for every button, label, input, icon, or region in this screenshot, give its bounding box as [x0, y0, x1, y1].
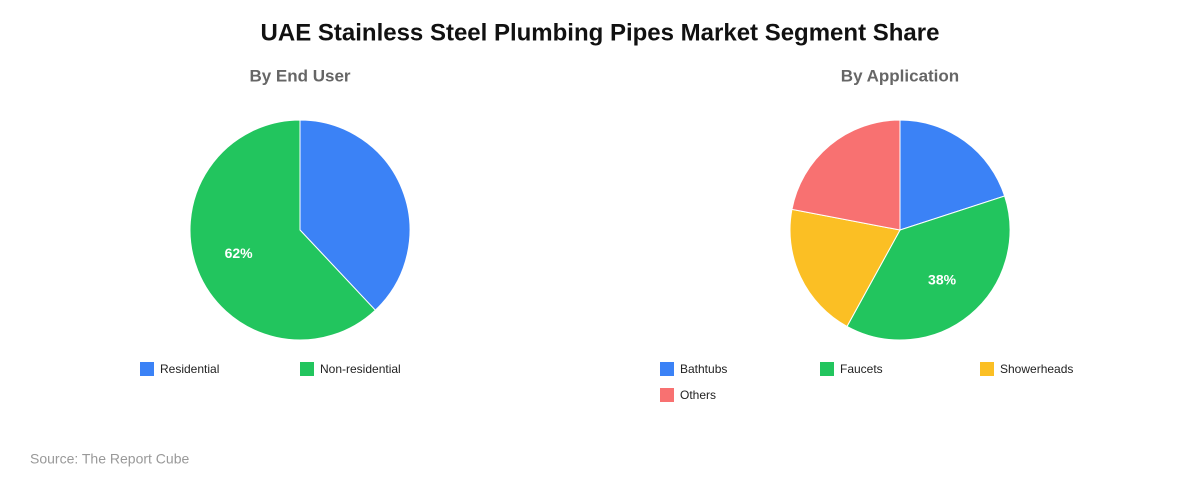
legend-label: Others — [680, 388, 716, 402]
legend-label: Residential — [160, 362, 219, 376]
legend-label: Bathtubs — [680, 362, 727, 376]
legend-label: Faucets — [840, 362, 883, 376]
legend-swatch — [140, 362, 154, 376]
legend-swatch — [660, 362, 674, 376]
source: Source: The Report Cube — [30, 451, 189, 467]
legend-swatch — [980, 362, 994, 376]
slice-label: 62% — [225, 245, 254, 261]
legend-label: Non-residential — [320, 362, 401, 376]
pie-slice — [846, 195, 1011, 341]
pie-slice — [899, 119, 1006, 231]
pie-slice — [791, 119, 901, 231]
pie-title: By End User — [249, 66, 350, 85]
pie-slice — [299, 119, 411, 311]
chart-title: UAE Stainless Steel Plumbing Pipes Marke… — [261, 19, 940, 46]
slice-label: 38% — [928, 272, 957, 288]
pie-title: By Application — [841, 66, 959, 85]
legend-swatch — [820, 362, 834, 376]
legend-label: Showerheads — [1000, 362, 1073, 376]
pie-slice — [189, 119, 377, 341]
legend-swatch — [660, 388, 674, 402]
pie-slice — [789, 208, 901, 328]
legend-swatch — [300, 362, 314, 376]
